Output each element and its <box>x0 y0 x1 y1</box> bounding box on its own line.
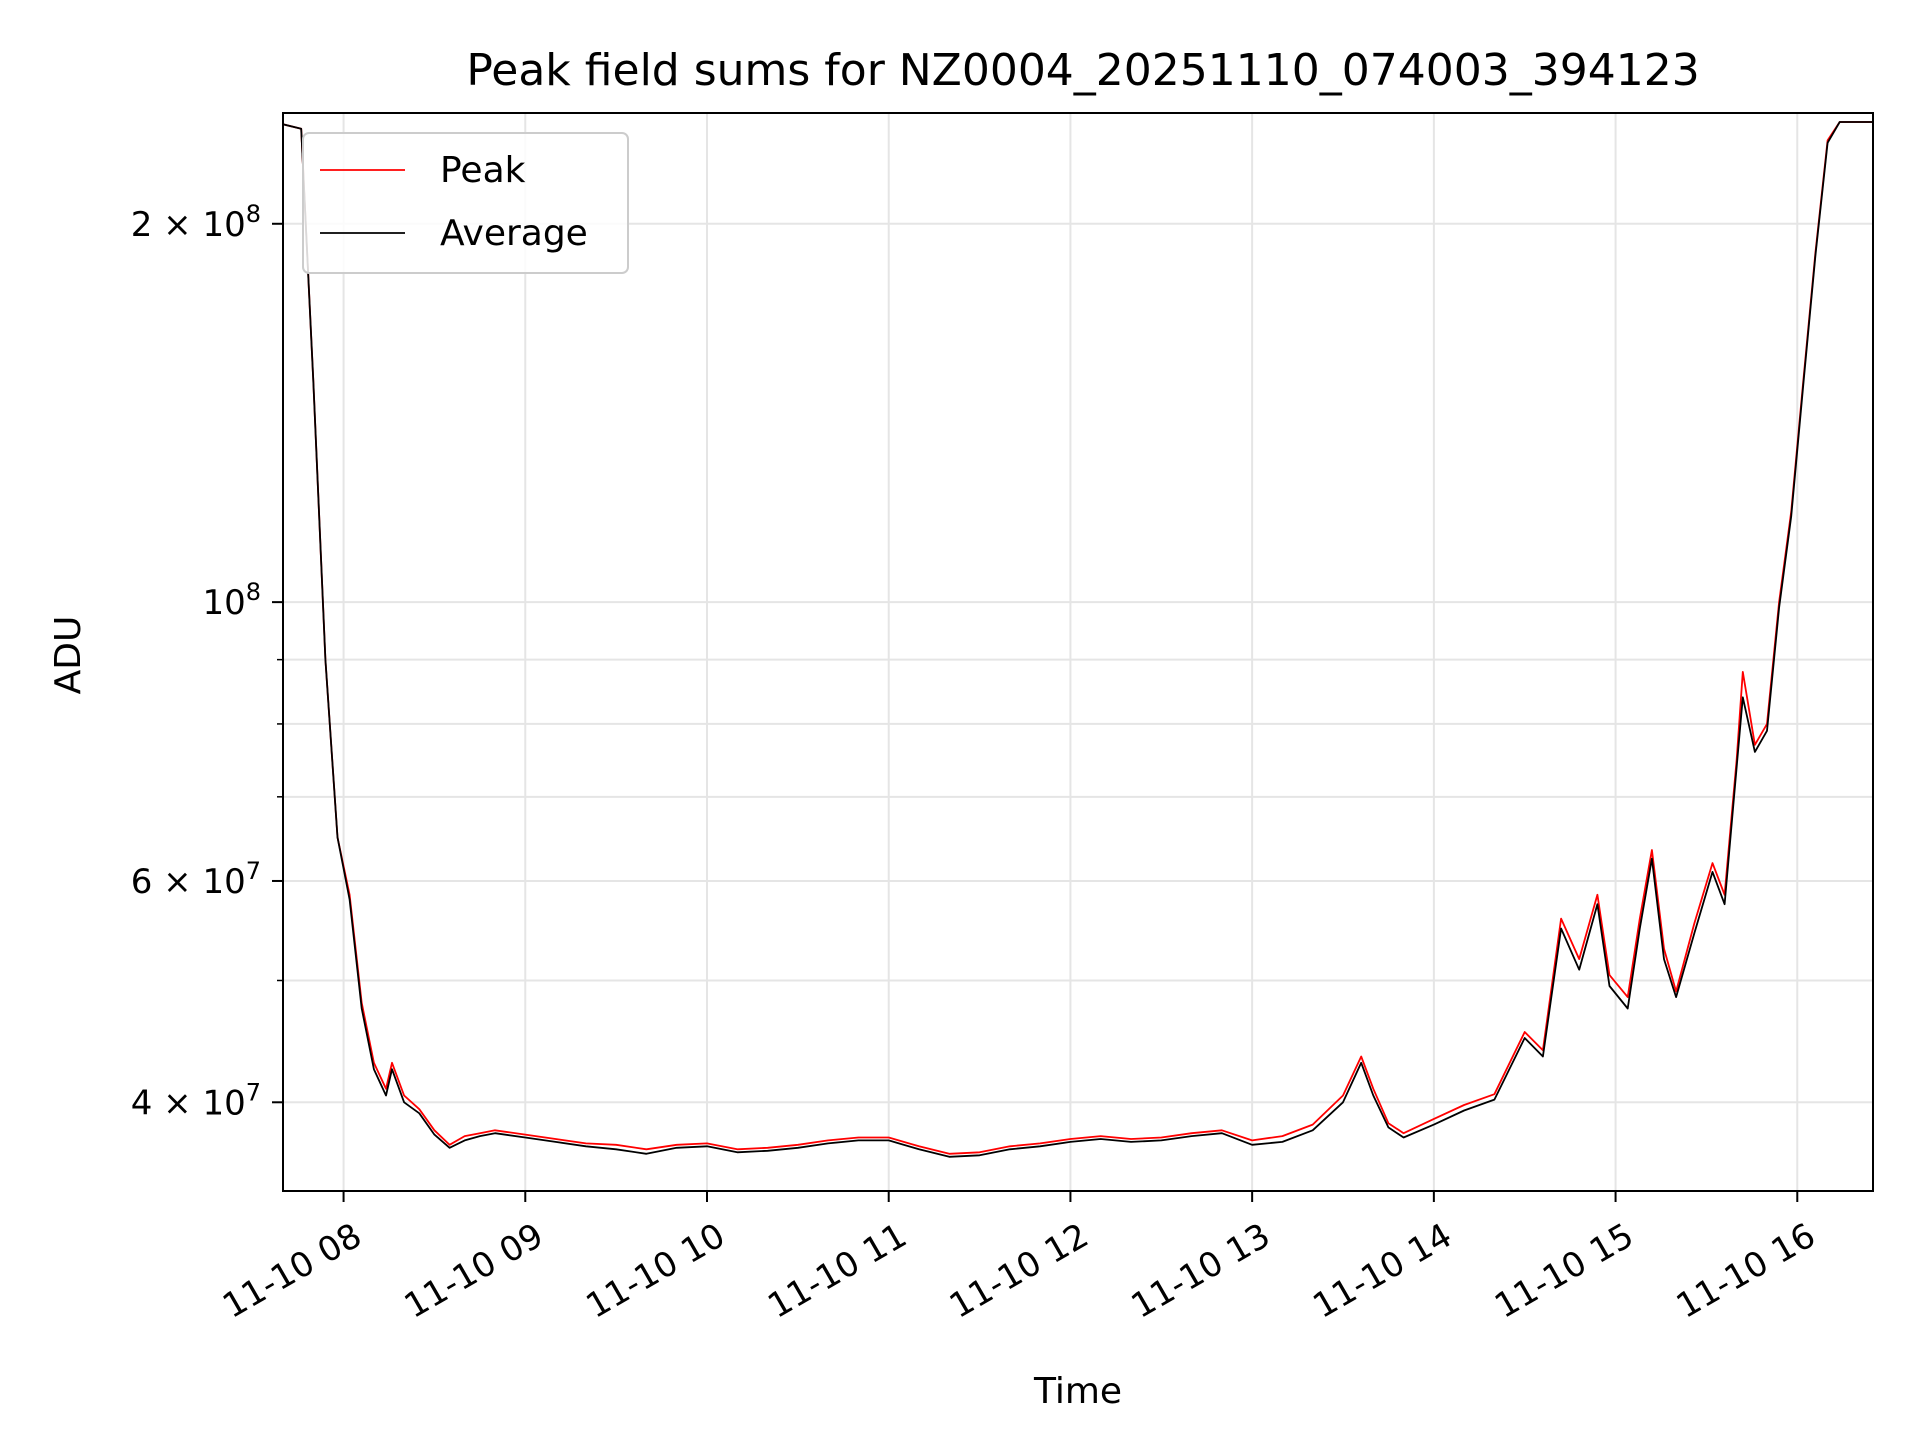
y-tick-mantissa: 10 <box>202 583 245 623</box>
legend-label-average: Average <box>440 213 588 254</box>
y-tick-label: 2 × 108 <box>131 200 261 245</box>
y-tick-exponent: 8 <box>246 578 261 606</box>
y-axis-label: ADU <box>48 616 89 695</box>
legend-box <box>302 132 629 274</box>
series-layer <box>283 121 1873 1158</box>
y-tick-label: 108 <box>202 578 261 623</box>
legend-label-peak: Peak <box>440 150 526 191</box>
y-tick-exponent: 7 <box>246 857 261 885</box>
x-axis-label: Time <box>1033 1371 1122 1412</box>
y-tick-mantissa: 6 × 10 <box>131 862 246 902</box>
y-tick-label: 4 × 107 <box>131 1078 261 1123</box>
y-tick-mantissa: 4 × 10 <box>131 1083 246 1123</box>
y-tick-exponent: 8 <box>246 200 261 228</box>
legend: Peak Average <box>302 132 629 274</box>
chart-title: Peak field sums for NZ0004_20251110_0740… <box>466 45 1699 96</box>
series-line-peak <box>283 121 1873 1155</box>
y-tick-mantissa: 2 × 10 <box>131 205 246 245</box>
series-line-average <box>283 121 1873 1158</box>
y-tick-label: 6 × 107 <box>131 857 261 902</box>
y-tick-exponent: 7 <box>246 1078 261 1106</box>
plot-frame <box>282 112 1874 1192</box>
